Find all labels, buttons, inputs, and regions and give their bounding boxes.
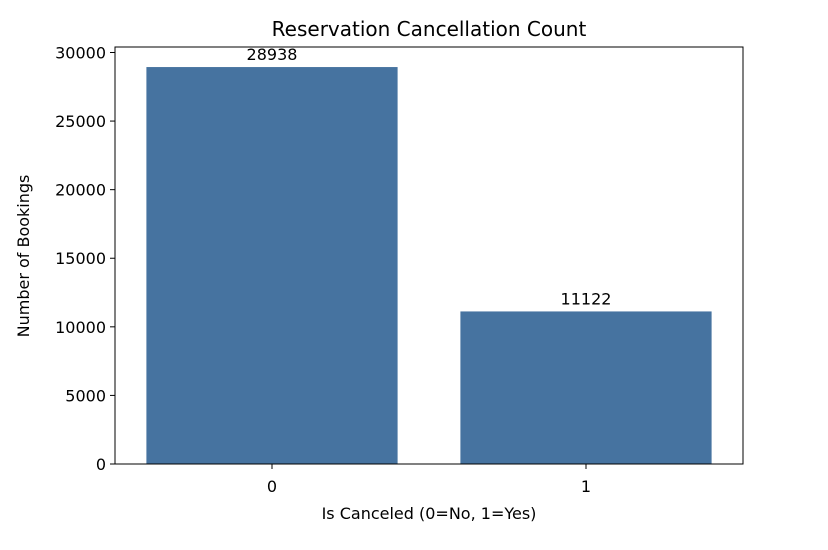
data-label-0: 28938	[247, 45, 298, 64]
y-tick-label-15000: 15000	[55, 249, 106, 268]
chart-title: Reservation Cancellation Count	[272, 17, 587, 41]
y-tick-label-5000: 5000	[65, 386, 106, 405]
data-label-1: 11122	[561, 289, 612, 308]
y-tick-label-20000: 20000	[55, 181, 106, 200]
plot-area: 28938 0 11122 1 0 5000 10000 15000 20000 25000 300…	[55, 43, 744, 496]
plot-frame	[114, 46, 744, 465]
y-tick-label-0: 0	[96, 455, 106, 474]
y-tick-label-25000: 25000	[55, 112, 106, 131]
x-tick-label-1: 1	[581, 477, 591, 496]
x-tick-label-0: 0	[267, 477, 277, 496]
y-tick-label-10000: 10000	[55, 318, 106, 337]
bar-0	[146, 67, 398, 465]
x-axis-label: Is Canceled (0=No, 1=Yes)	[322, 504, 537, 523]
y-axis-label: Number of Bookings	[14, 175, 33, 338]
y-tick-label-30000: 30000	[55, 43, 106, 62]
bar-1	[460, 311, 712, 464]
